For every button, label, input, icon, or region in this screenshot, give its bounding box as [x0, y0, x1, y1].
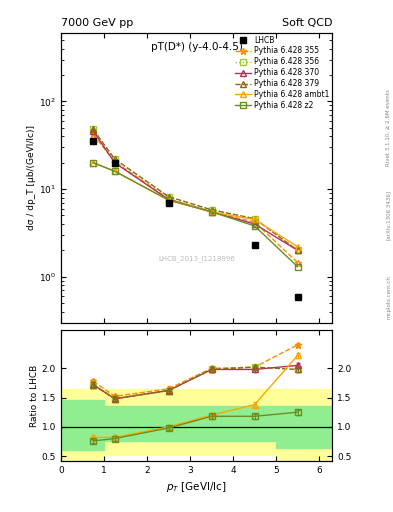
Text: [arXiv:1306.3436]: [arXiv:1306.3436]: [386, 190, 391, 240]
Text: LHCB_2013_I1218996: LHCB_2013_I1218996: [158, 255, 235, 262]
Y-axis label: Ratio to LHCB: Ratio to LHCB: [30, 365, 39, 426]
Text: Rivet 3.1.10, ≥ 2.6M events: Rivet 3.1.10, ≥ 2.6M events: [386, 90, 391, 166]
Legend: LHCB, Pythia 6.428 355, Pythia 6.428 356, Pythia 6.428 370, Pythia 6.428 379, Py: LHCB, Pythia 6.428 355, Pythia 6.428 356…: [235, 35, 330, 110]
Y-axis label: dσ / dp_T [μb/(GeVI/lc)]: dσ / dp_T [μb/(GeVI/lc)]: [27, 125, 36, 230]
Text: pT(D*) (y-4.0-4.5): pT(D*) (y-4.0-4.5): [151, 42, 242, 52]
Text: mcplots.cern.ch: mcplots.cern.ch: [386, 275, 391, 319]
Text: Soft QCD: Soft QCD: [282, 18, 332, 28]
Text: 7000 GeV pp: 7000 GeV pp: [61, 18, 133, 28]
X-axis label: $p_{T}$ [GeVI/lc]: $p_{T}$ [GeVI/lc]: [166, 480, 227, 494]
